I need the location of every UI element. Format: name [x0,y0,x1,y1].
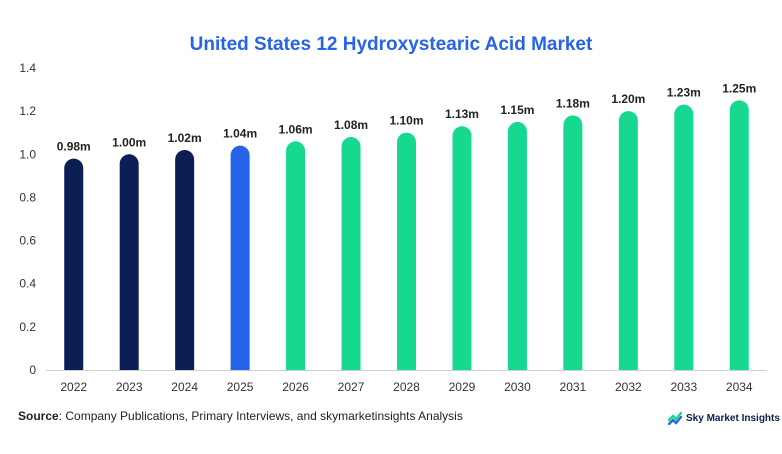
source-label: Source [18,409,59,423]
x-tick-label: 2023 [116,380,143,394]
x-tick-label: 2022 [60,380,87,394]
data-label: 1.08m [334,118,368,132]
y-tick-label: 0.8 [19,190,36,204]
data-label: 1.02m [168,131,202,145]
y-tick-label: 0.4 [19,277,36,291]
x-tick-label: 2026 [282,380,309,394]
x-tick-label: 2029 [449,380,476,394]
bar [230,145,250,370]
data-label: 1.25m [722,81,756,95]
data-label: 1.06m [279,122,313,136]
bar [286,141,306,370]
y-tick-label: 1.4 [19,61,36,75]
bar [64,158,84,370]
x-tick-label: 2034 [726,380,753,394]
x-tick-label: 2032 [615,380,642,394]
bar [729,100,749,370]
data-label: 1.00m [112,135,146,149]
data-label: 0.98m [57,140,91,154]
brand-name: Sky Market Insights [686,412,780,424]
source-text: : Company Publications, Primary Intervie… [58,409,463,423]
y-tick-label: 1.0 [19,147,36,161]
bar [341,137,361,370]
bar [397,132,416,370]
y-tick-label: 0 [29,363,36,377]
x-tick-label: 2028 [393,380,420,394]
bar [175,149,195,370]
y-tick-label: 0.2 [19,320,36,334]
data-label: 1.18m [556,96,590,110]
y-tick-label: 0.6 [19,234,36,248]
data-label: 1.10m [389,114,423,128]
bar [674,104,694,371]
bar [119,154,139,370]
x-tick-label: 2030 [504,380,531,394]
x-tick-label: 2033 [670,380,697,394]
bar [618,111,638,371]
data-label: 1.04m [223,127,257,141]
chart-title: United States 12 Hydroxystearic Acid Mar… [189,34,593,55]
x-tick-label: 2025 [227,380,254,394]
data-label: 1.23m [667,86,701,100]
bar [563,115,583,370]
source-note: Source: Company Publications, Primary In… [18,409,463,423]
bar [452,126,472,370]
data-label: 1.15m [500,103,534,117]
x-tick-label: 2024 [171,380,198,394]
sky-market-insights-logo-icon [668,411,682,425]
x-tick-label: 2031 [560,380,587,394]
data-label: 1.20m [611,92,645,106]
y-tick-label: 1.2 [19,104,36,118]
brand-logo: Sky Market Insights [668,411,780,425]
x-tick-label: 2027 [338,380,365,394]
bar [507,121,527,370]
data-label: 1.13m [445,107,479,121]
